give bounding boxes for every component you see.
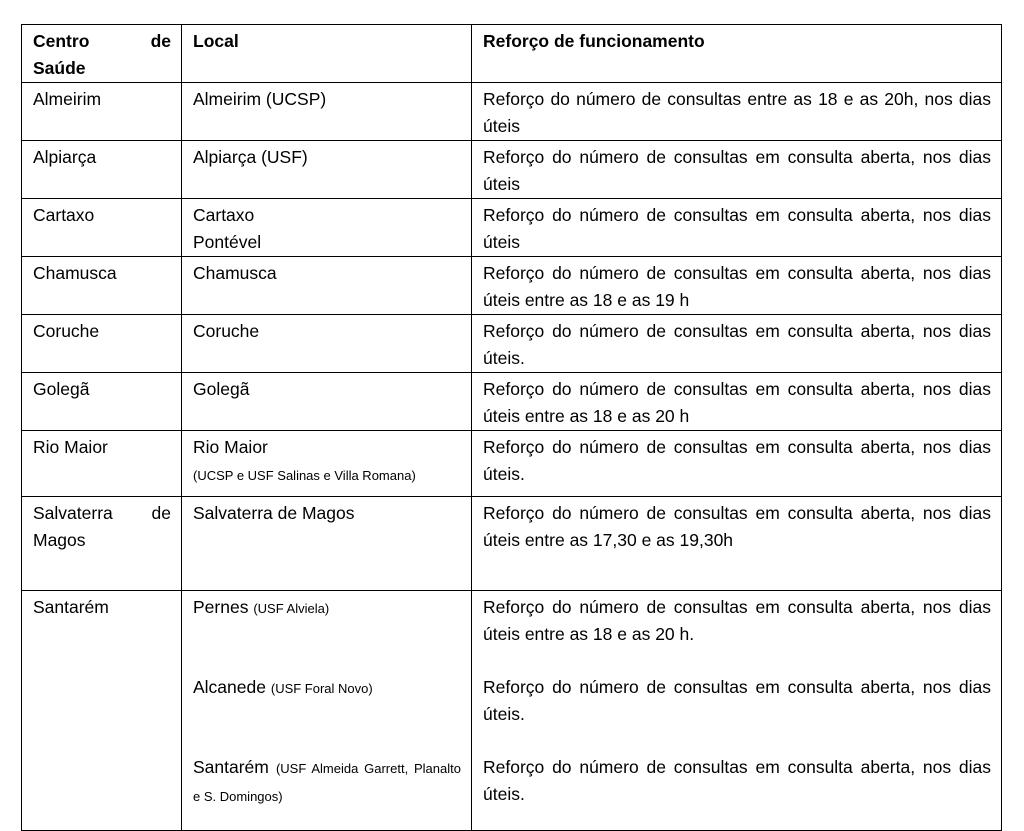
centro-cell: Cartaxo (21, 198, 182, 257)
header-cell: Local (181, 24, 472, 83)
table-row: Santarém Pernes (USF Alviela) Alcanede (US… (21, 590, 1002, 831)
local-entry: Salvaterra de Magos (193, 500, 461, 527)
reforco-cell: Reforço do número de consultas em consul… (471, 590, 1002, 831)
local-note: (USF Alviela) (253, 601, 330, 616)
reforco-cell: Reforço do número de consultas entre as … (471, 82, 1002, 141)
reforco-cell: Reforço do número de consultas em consul… (471, 496, 1002, 591)
local-name: Chamusca (193, 263, 277, 283)
local-entry: Golegã (193, 376, 461, 403)
local-name: Santarém (193, 757, 269, 777)
reforco-text: Reforço do número de consultas em consul… (483, 503, 991, 550)
reforco-text: Reforço do número de consultas em consul… (483, 263, 991, 310)
local-note: (UCSP e USF Salinas e Villa Romana) (193, 468, 416, 483)
reforco-text: Reforço do número de consultas entre as … (483, 89, 991, 136)
header-cell: Reforço de funcionamento (471, 24, 1002, 83)
local-name: Pontével (193, 232, 262, 252)
local-name: Coruche (193, 321, 260, 341)
local-cell: Coruche (181, 314, 472, 373)
table-row: Alpiarça Alpiarça (USF) Reforço do número … (21, 140, 1002, 199)
local-cell: Salvaterra de Magos (181, 496, 472, 591)
local-cell: Pernes (USF Alviela) Alcanede (USF Foral … (181, 590, 472, 831)
local-name: Alpiarça (USF) (193, 147, 308, 167)
reforco-cell: Reforço do número de consultas em consul… (471, 256, 1002, 315)
centro-cell: Coruche (21, 314, 182, 373)
reforco-text: Reforço do número de consultas em consul… (483, 321, 991, 368)
reforco-cell: Reforço do número de consultas em consul… (471, 198, 1002, 257)
reforco-cell: Reforço do número de consultas em consul… (471, 372, 1002, 431)
reforco-text: Reforço do número de consultas em consul… (483, 205, 991, 252)
table-row: Chamusca Chamusca Reforço do número de con… (21, 256, 1002, 315)
centro-cell: Golegã (21, 372, 182, 431)
centro-cell: Alpiarça (21, 140, 182, 199)
table-row: Coruche Coruche Reforço do número de consu… (21, 314, 1002, 373)
local-entry: Chamusca (193, 260, 461, 287)
local-name: Cartaxo (193, 205, 255, 225)
local-cell: Cartaxo Pontével (181, 198, 472, 257)
local-name: Salvaterra de Magos (193, 503, 355, 523)
local-note: (USF Foral Novo) (270, 681, 373, 696)
local-cell: Rio Maior (UCSP e USF Salinas e Villa Rom… (181, 430, 472, 497)
header-cell: Centro de Saúde (21, 24, 182, 83)
local-name: Alcanede (193, 677, 266, 697)
centro-cell: Rio Maior (21, 430, 182, 497)
local-cell: Golegã (181, 372, 472, 431)
local-entry: Pernes (USF Alviela) (193, 594, 461, 674)
local-name: Rio Maior (193, 437, 268, 457)
reforco-text: Reforço do número de consultas em consul… (483, 597, 991, 644)
local-name: Pernes (193, 597, 249, 617)
reforco-cell: Reforço do número de consultas em consul… (471, 430, 1002, 497)
local-entry: Alcanede (USF Foral Novo) (193, 674, 461, 754)
local-name: Almeirim (UCSP) (193, 89, 327, 109)
table-row: Rio Maior Rio Maior (UCSP e USF Salinas e … (21, 430, 1002, 497)
reforco-cell: Reforço do número de consultas em consul… (471, 140, 1002, 199)
local-name: Golegã (193, 379, 250, 399)
local-cell: Chamusca (181, 256, 472, 315)
centro-cell: Chamusca (21, 256, 182, 315)
reforco-text: Reforço do número de consultas em consul… (483, 379, 991, 426)
reforco-text: Reforço do número de consultas em consul… (483, 437, 991, 484)
table-row: Salvaterra de Magos Salvaterra de Magos Re… (21, 496, 1002, 591)
local-entry: Almeirim (UCSP) (193, 86, 461, 113)
reforco-text: Reforço do número de consultas em consul… (483, 677, 991, 724)
reforco-cell: Reforço do número de consultas em consul… (471, 314, 1002, 373)
centro-cell: Santarém (21, 590, 182, 831)
local-entry: Coruche (193, 318, 461, 345)
local-cell: Almeirim (UCSP) (181, 82, 472, 141)
header-row: Centro de Saúde Local Reforço de funcion… (21, 24, 1002, 83)
table-row: Cartaxo Cartaxo Pontével Reforço do número … (21, 198, 1002, 257)
local-entry: Rio Maior (UCSP e USF Salinas e Villa Rom… (193, 434, 461, 489)
reforco-text: Reforço do número de consultas em consul… (483, 757, 991, 804)
local-entry: Pontével (193, 229, 461, 256)
centro-cell: Almeirim (21, 82, 182, 141)
table-row: Almeirim Almeirim (UCSP) Reforço do número… (21, 82, 1002, 141)
health-centre-table: Centro de Saúde Local Reforço de funcion… (21, 24, 1002, 831)
local-entry: Cartaxo (193, 202, 461, 229)
centro-cell: Salvaterra de Magos (21, 496, 182, 591)
local-entry: Alpiarça (USF) (193, 144, 461, 171)
table-row: Golegã Golegã Reforço do número de consult… (21, 372, 1002, 431)
reforco-text: Reforço do número de consultas em consul… (483, 147, 991, 194)
local-note: (USF Almeida Garrett, Planalto e S. Domi… (193, 761, 461, 804)
local-entry: Santarém (USF Almeida Garrett, Planalto … (193, 754, 461, 810)
local-cell: Alpiarça (USF) (181, 140, 472, 199)
